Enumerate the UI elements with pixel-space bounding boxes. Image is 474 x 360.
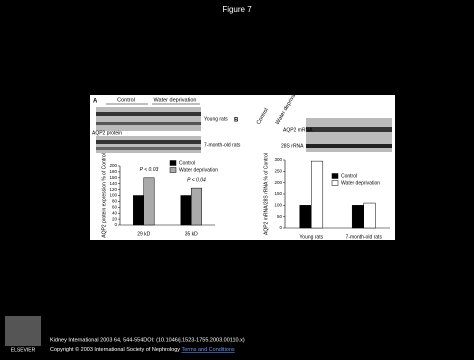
- y-axis-label: AQP2 mRNA/28S rRNA % of Control: [263, 153, 269, 235]
- bar: [311, 160, 324, 229]
- x-tick-label: 35 kD: [185, 231, 198, 237]
- legend-label: Water deprivation: [179, 167, 218, 173]
- legend-swatch: [169, 160, 177, 166]
- band-label: 28S rRNA: [281, 143, 304, 149]
- blot-label: AQP2 protein: [92, 130, 122, 136]
- y-tick-label: 250: [274, 169, 282, 174]
- panel-label: A: [93, 99, 98, 105]
- y-tick-label: 150: [274, 191, 282, 196]
- blot-image: [96, 107, 201, 153]
- y-tick-label: 180: [109, 169, 117, 174]
- bar: [180, 195, 192, 226]
- legend-swatch: [331, 173, 339, 179]
- copyright: Copyright © 2003 International Society o…: [50, 346, 180, 353]
- bar: [363, 202, 376, 229]
- y-tick-label: 160: [109, 175, 117, 180]
- row-label: Young rats: [204, 116, 228, 122]
- legend-label: Control: [341, 173, 357, 179]
- x-tick-label: Young rats: [299, 234, 323, 240]
- y-tick-label: 300: [274, 157, 282, 162]
- y-tick-label: 80: [112, 199, 118, 204]
- y-tick-label: 0: [279, 225, 282, 230]
- y-tick-label: 200: [274, 180, 282, 185]
- legend-label: Control: [179, 160, 195, 166]
- y-tick-label: 140: [109, 181, 117, 186]
- copyright-line: Copyright © 2003 International Society o…: [50, 346, 235, 353]
- y-axis-label: AQP2 protein expression % of Control: [101, 153, 107, 238]
- group-label: Water deprivation: [154, 97, 197, 103]
- bar: [143, 177, 155, 226]
- bar: [191, 187, 202, 226]
- legend-label: Water deprivation: [341, 180, 380, 186]
- legend-swatch: [169, 167, 177, 173]
- citation: Kidney International 2003 64, 544-554DOI…: [50, 337, 245, 343]
- y-tick-label: 60: [112, 204, 118, 209]
- annotation: P < 0.03: [140, 167, 159, 173]
- row-label: 7-month-old rats: [204, 142, 241, 148]
- y-tick-label: 40: [112, 210, 118, 215]
- bar: [299, 205, 312, 229]
- legend-swatch: [331, 180, 339, 186]
- band-label: AQP2 mRNA: [283, 127, 313, 133]
- group-label: Control: [117, 97, 135, 103]
- publisher-logo: ELSEVIER: [5, 316, 41, 353]
- bar: [351, 205, 365, 229]
- blot-image: [306, 118, 392, 152]
- annotation: P < 0.04: [187, 177, 206, 183]
- bar: [133, 195, 145, 226]
- y-tick-label: 100: [274, 203, 282, 208]
- logo-text: ELSEVIER: [11, 347, 36, 353]
- y-tick-label: 100: [109, 193, 117, 198]
- y-tick-label: 200: [109, 163, 117, 168]
- x-tick-label: 29 kD: [137, 231, 150, 237]
- x-tick-label: 7-month-old rats: [346, 234, 383, 240]
- y-tick-label: 120: [109, 187, 117, 192]
- y-tick-label: 20: [112, 216, 118, 221]
- y-tick-label: 0: [114, 222, 117, 227]
- y-tick-label: 50: [277, 214, 283, 219]
- slide-title: Figure 7: [222, 5, 252, 14]
- terms-link[interactable]: Terms and Conditions: [181, 347, 234, 353]
- panel-label: B: [234, 118, 239, 124]
